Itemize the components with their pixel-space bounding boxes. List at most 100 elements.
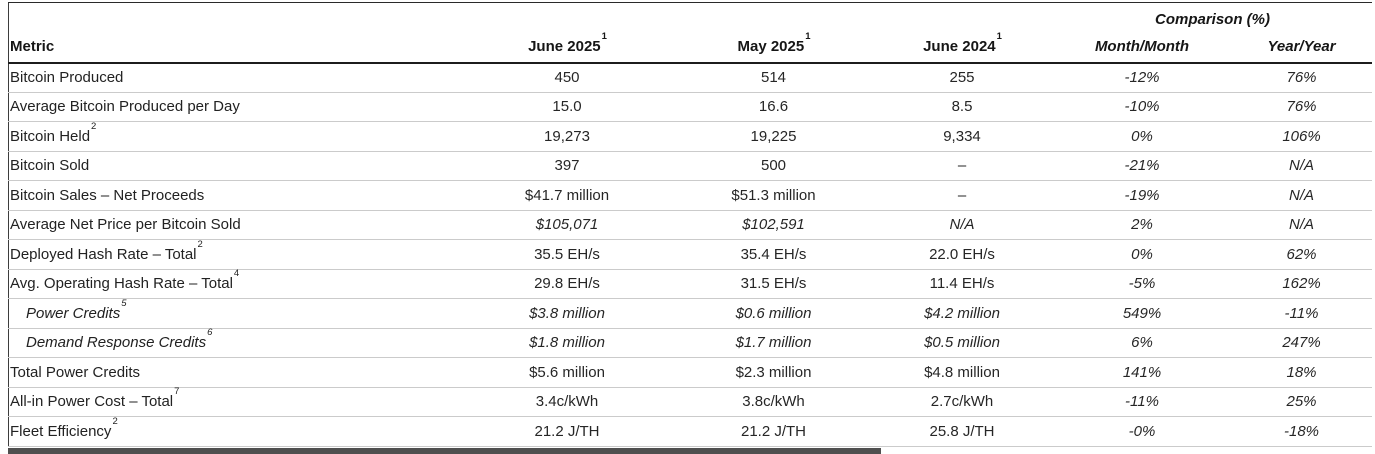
metric-label-cell: Average Net Price per Bitcoin Sold [8, 210, 458, 240]
comparison-value-cell: -10% [1053, 92, 1231, 122]
comparison-value-cell: 549% [1053, 298, 1231, 329]
period-value-cell: 21.2 J/TH [458, 416, 676, 447]
period-value-cell: 21.2 J/TH [676, 416, 871, 447]
column-header-metric: Metric [8, 28, 458, 64]
period-value-cell: 31.5 EH/s [676, 269, 871, 299]
table-header: Comparison (%) Metric June 20251 May 202… [8, 3, 1373, 64]
footnote-marker: 7 [174, 386, 180, 398]
column-header-month-month: Month/Month [1053, 28, 1231, 64]
table-body: Bitcoin Produced 450 514 255 -12% 76% Average … [8, 62, 1373, 447]
period-value-cell: – [871, 151, 1053, 181]
period-value-cell: 29.8 EH/s [458, 269, 676, 299]
metric-label-cell: Fleet Efficiency2 [8, 416, 458, 447]
table-row: Fleet Efficiency2 21.2 J/TH 21.2 J/TH 25.8 … [8, 416, 1373, 447]
monthly-metrics-table: Comparison (%) Metric June 20251 May 202… [8, 2, 1373, 447]
table-row: Average Net Price per Bitcoin Sold $105,0… [8, 210, 1373, 240]
period-value-cell: 16.6 [676, 92, 871, 122]
period-value-cell: 11.4 EH/s [871, 269, 1053, 299]
comparison-value-cell: -11% [1053, 387, 1231, 417]
period-value-cell: $1.8 million [458, 328, 676, 358]
comparison-value-cell: -12% [1053, 62, 1231, 93]
cropped-next-section-bar [8, 448, 881, 454]
column-header-year-year: Year/Year [1231, 28, 1373, 64]
table-row: Demand Response Credits6 $1.8 million $1.7… [8, 328, 1373, 358]
comparison-value-cell: 25% [1231, 387, 1373, 417]
footnote-marker: 1 [996, 30, 1002, 42]
metric-label-cell: Demand Response Credits6 [8, 328, 458, 358]
comparison-value-cell: -5% [1053, 269, 1231, 299]
period-value-cell: 2.7c/kWh [871, 387, 1053, 417]
comparison-value-cell: 2% [1053, 210, 1231, 240]
footnote-marker: 1 [805, 30, 811, 42]
period-value-cell: 514 [676, 62, 871, 93]
period-value-cell: 8.5 [871, 92, 1053, 122]
metric-label-cell: Power Credits5 [8, 297, 458, 329]
metric-label-cell: Bitcoin Sold [8, 151, 458, 181]
comparison-value-cell: 76% [1231, 62, 1373, 93]
comparison-value-cell: 18% [1231, 357, 1373, 388]
footnote-marker: 2 [91, 120, 97, 132]
period-value-cell: $41.7 million [458, 180, 676, 211]
period-value-cell: 500 [676, 151, 871, 181]
period-value-cell: 255 [871, 62, 1053, 93]
period-value-cell: $3.8 million [458, 298, 676, 329]
metric-label-cell: Average Bitcoin Produced per Day [8, 92, 458, 122]
comparison-header: Comparison (%) [1155, 10, 1271, 28]
period-value-cell: 25.8 J/TH [871, 416, 1053, 447]
period-value-cell: 3.8c/kWh [676, 387, 871, 417]
footnote-marker: 6 [207, 327, 213, 339]
metric-label-cell: Total Power Credits [8, 357, 458, 388]
column-header-june-2024: June 20241 [871, 28, 1053, 64]
period-value-cell: $102,591 [676, 210, 871, 240]
footnote-marker: 4 [233, 268, 240, 280]
metric-label-cell: All-in Power Cost – Total7 [8, 387, 458, 417]
period-value-cell: 22.0 EH/s [871, 239, 1053, 270]
period-value-cell: $2.3 million [676, 357, 871, 388]
table-row: All-in Power Cost – Total7 3.4c/kWh 3.8c/k… [8, 387, 1373, 417]
comparison-value-cell: 0% [1053, 239, 1231, 270]
period-value-cell: $51.3 million [676, 180, 871, 211]
table-row: Total Power Credits $5.6 million $2.3 mill… [8, 357, 1373, 388]
comparison-value-cell: -0% [1053, 416, 1231, 447]
period-value-cell: 19,225 [676, 121, 871, 152]
table-row: Bitcoin Held2 19,273 19,225 9,334 0% 106% [8, 120, 1373, 152]
period-value-cell: N/A [871, 210, 1053, 240]
comparison-value-cell: -11% [1231, 298, 1373, 329]
period-value-cell: $1.7 million [676, 328, 871, 358]
table-row: Deployed Hash Rate – Total2 35.5 EH/s 35.4… [8, 239, 1373, 270]
comparison-value-cell: 141% [1053, 357, 1231, 388]
comparison-value-cell: -19% [1053, 180, 1231, 211]
metric-label-cell: Bitcoin Sales – Net Proceeds [8, 180, 458, 211]
period-value-cell: $5.6 million [458, 357, 676, 388]
header-spacer [8, 3, 1053, 29]
period-value-cell: $0.6 million [676, 298, 871, 329]
table-row: Bitcoin Sold 397 500– -21% N/A [8, 151, 1373, 181]
comparison-value-cell: 0% [1053, 121, 1231, 152]
comparison-value-cell: -21% [1053, 151, 1231, 181]
metric-label-cell: Deployed Hash Rate – Total2 [8, 239, 458, 270]
metric-label-cell: Bitcoin Produced [8, 62, 458, 93]
comparison-value-cell: N/A [1231, 151, 1373, 181]
period-value-cell: 9,334 [871, 121, 1053, 152]
comparison-value-cell: 162% [1231, 269, 1373, 299]
comparison-value-cell: N/A [1231, 210, 1373, 240]
footnote-marker: 5 [121, 297, 127, 309]
comparison-value-cell: 247% [1231, 328, 1373, 358]
period-value-cell: 3.4c/kWh [458, 387, 676, 417]
table-row: Bitcoin Sales – Net Proceeds $41.7 millio… [8, 180, 1373, 211]
column-header-june-2025: June 20251 [458, 28, 676, 64]
metric-label-cell: Avg. Operating Hash Rate – Total4 [8, 269, 458, 299]
footnote-marker: 1 [601, 30, 607, 42]
period-value-cell: $105,071 [458, 210, 676, 240]
table-row: Average Bitcoin Produced per Day 15.0 16.6… [8, 92, 1373, 122]
comparison-value-cell: 76% [1231, 92, 1373, 122]
comparison-value-cell: 106% [1231, 121, 1373, 152]
comparison-header-row: Comparison (%) [8, 3, 1372, 29]
column-header-row: Metric June 20251 May 20251 June 20241 M… [8, 28, 1373, 64]
table-row: Power Credits5 $3.8 million $0.6 million $4… [8, 297, 1373, 329]
metric-label-cell: Bitcoin Held2 [8, 120, 458, 152]
period-value-cell: 35.4 EH/s [676, 239, 871, 270]
period-value-cell: $4.8 million [871, 357, 1053, 388]
period-value-cell: – [871, 180, 1053, 211]
